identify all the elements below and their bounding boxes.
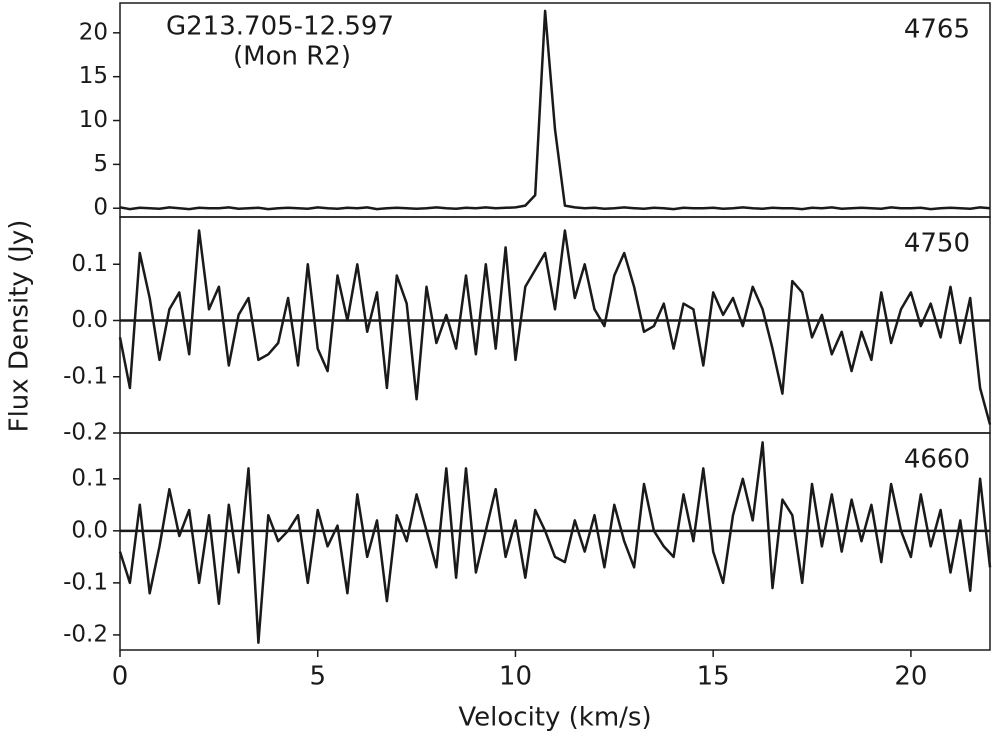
x-tick-label: 10: [499, 662, 532, 692]
y-tick-label: -0.2: [63, 420, 108, 446]
plot-frame: [119, 216, 991, 434]
panel-label: 4750: [904, 229, 970, 259]
x-axis-label: Velocity (km/s): [458, 703, 651, 733]
y-tick-label: 0.0: [71, 517, 108, 543]
x-tick-label: 20: [894, 662, 927, 692]
x-tick-label: 0: [112, 662, 129, 692]
y-axis-label: Flux Density (Jy): [5, 220, 35, 433]
panel-label: 4765: [904, 15, 970, 45]
x-tick-label: 5: [309, 662, 326, 692]
spectrum-line: [118, 229, 992, 425]
y-tick-label: 0.1: [71, 465, 108, 491]
y-tick-label: 20: [79, 19, 108, 45]
spectrum-line: [118, 441, 992, 644]
y-tick-label: 5: [93, 151, 108, 177]
y-tick-label: 15: [79, 63, 108, 89]
panel-title: G213.705-12.597: [166, 12, 394, 42]
plot-frame: [119, 432, 991, 651]
y-tick-label: -0.1: [63, 363, 108, 389]
y-tick-label: 10: [79, 107, 108, 133]
spectrum-line: [119, 9, 991, 211]
panel-subtitle: (Mon R2): [233, 42, 351, 72]
y-tick-label: -0.1: [63, 569, 108, 595]
y-tick-label: 0: [93, 195, 108, 221]
y-tick-label: 0.1: [71, 251, 108, 277]
panel-label: 4660: [904, 445, 970, 475]
y-tick-label: -0.2: [63, 621, 108, 647]
x-tick-label: 15: [697, 662, 730, 692]
y-tick-label: 0.0: [71, 307, 108, 333]
